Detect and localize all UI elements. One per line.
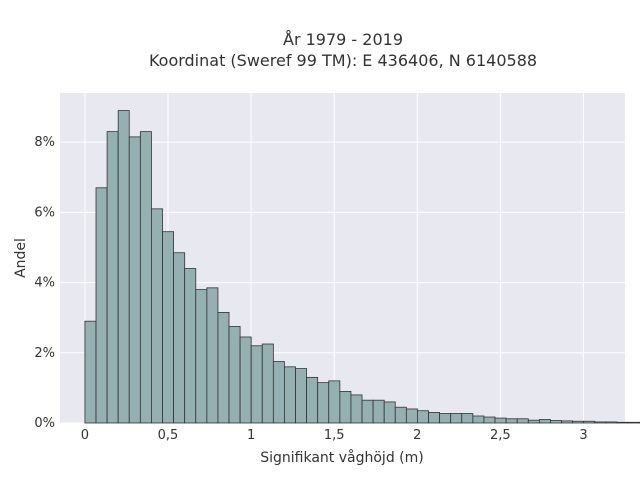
- chart-title-line1: År 1979 - 2019: [283, 30, 403, 49]
- histogram-bar: [95, 187, 108, 424]
- x-tick-label: 0: [81, 428, 89, 443]
- histogram-bar: [439, 413, 452, 424]
- histogram-bar: [84, 320, 97, 424]
- histogram-bar: [173, 252, 186, 424]
- histogram-bar: [128, 136, 141, 424]
- histogram-bar: [239, 336, 252, 424]
- histogram-bar: [295, 368, 308, 424]
- y-axis-ticks: 0% 2% 4% 6% 8%: [34, 135, 55, 431]
- x-tick-label: 1: [247, 428, 255, 443]
- histogram-bar: [550, 420, 562, 424]
- histogram-bar: [284, 366, 296, 424]
- histogram-bars: [84, 110, 640, 424]
- y-tick-label: 4%: [34, 276, 55, 291]
- histogram-bar: [217, 312, 230, 424]
- histogram-bar: [450, 413, 463, 424]
- histogram-bar: [616, 421, 629, 424]
- chart-title-line2: Koordinat (Sweref 99 TM): E 436406, N 61…: [149, 51, 537, 70]
- histogram-bar: [361, 399, 374, 424]
- histogram-bar: [339, 391, 352, 424]
- histogram-bar: [538, 419, 551, 424]
- x-axis-title: Signifikant våghöjd (m): [260, 449, 423, 466]
- x-tick-label: 0,5: [158, 428, 179, 443]
- histogram-bar: [405, 408, 418, 424]
- histogram-bar: [605, 421, 618, 424]
- histogram-bar: [627, 421, 640, 424]
- histogram-bar: [106, 131, 119, 424]
- histogram-bar: [594, 421, 607, 424]
- histogram-bar: [195, 289, 208, 424]
- histogram-bar: [372, 399, 385, 424]
- x-tick-label: 1,5: [324, 428, 345, 443]
- histogram-bar: [417, 410, 429, 424]
- y-tick-label: 0%: [34, 416, 55, 431]
- y-axis-title: Andel: [13, 238, 29, 278]
- histogram-bar: [472, 415, 485, 424]
- x-tick-label: 3: [579, 428, 587, 443]
- histogram-bar: [572, 420, 585, 424]
- histogram-bar: [117, 110, 130, 424]
- histogram-bar: [516, 418, 529, 424]
- histogram-bar: [139, 131, 152, 424]
- histogram-bar: [394, 406, 407, 424]
- histogram-bar: [494, 417, 507, 424]
- histogram-bar: [206, 287, 219, 424]
- histogram-bar: [561, 420, 574, 424]
- histogram-bar: [328, 380, 341, 424]
- histogram-bar: [162, 231, 174, 424]
- y-tick-label: 6%: [34, 205, 55, 220]
- histogram-bar: [350, 394, 363, 424]
- x-tick-label: 2: [413, 428, 421, 443]
- histogram-bar: [151, 208, 163, 424]
- y-tick-label: 2%: [34, 346, 55, 361]
- histogram-bar: [261, 343, 274, 424]
- histogram-bar: [317, 382, 330, 424]
- x-axis-ticks: 0 0,5 1 1,5 2 2,5 3: [81, 428, 588, 443]
- histogram-bar: [483, 416, 496, 424]
- histogram-bar: [383, 401, 396, 424]
- histogram-bar: [272, 361, 285, 424]
- x-tick-label: 2,5: [490, 428, 511, 443]
- y-tick-label: 8%: [34, 135, 55, 150]
- histogram-bar: [228, 326, 241, 424]
- histogram-bar: [428, 412, 441, 424]
- histogram-bar: [306, 376, 319, 424]
- histogram-bar: [583, 420, 596, 424]
- histogram-bar: [461, 413, 474, 424]
- histogram-bar: [250, 345, 263, 424]
- histogram-bar: [505, 418, 518, 424]
- histogram-bar: [184, 268, 197, 424]
- histogram-bar: [527, 419, 540, 424]
